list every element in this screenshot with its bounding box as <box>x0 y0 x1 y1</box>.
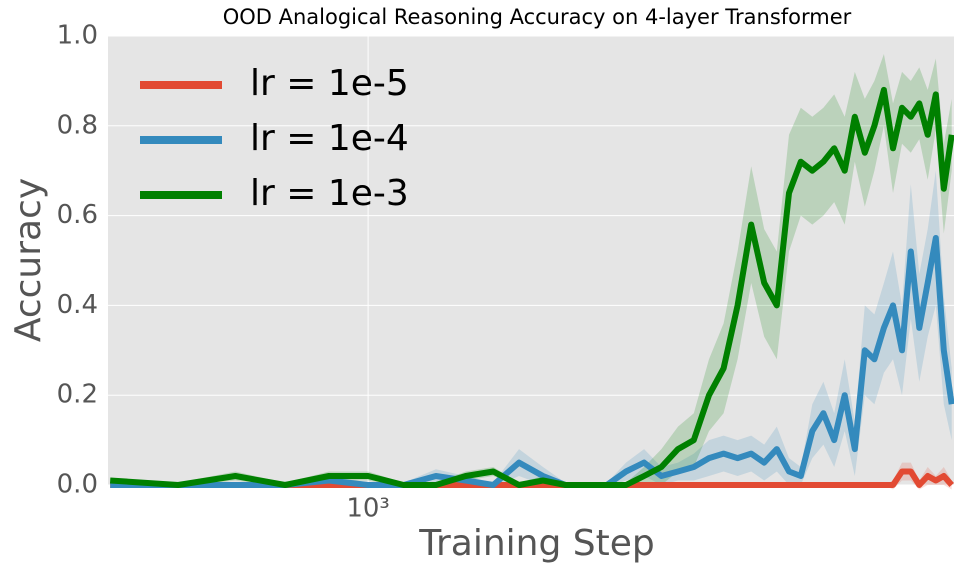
y-axis-label: Accuracy <box>8 178 49 342</box>
x-axis-label: Training Step <box>418 523 654 564</box>
y-tick-label: 1.0 <box>57 21 98 51</box>
chart-title: OOD Analogical Reasoning Accuracy on 4-l… <box>223 5 852 29</box>
line <box>110 86 954 488</box>
y-tick-label: 0.4 <box>57 290 98 320</box>
y-tick-label: 0.2 <box>57 380 98 410</box>
line <box>110 235 954 488</box>
legend-label: lr = 1e-4 <box>250 118 409 159</box>
x-tick-label: 10³ <box>346 494 390 524</box>
legend-label: lr = 1e-3 <box>250 173 409 214</box>
y-tick-label: 0.0 <box>57 470 98 500</box>
legend-label: lr = 1e-5 <box>250 63 409 104</box>
y-tick-label: 0.8 <box>57 110 98 140</box>
y-tick-label: 0.6 <box>57 200 98 230</box>
plot-background <box>108 36 954 485</box>
